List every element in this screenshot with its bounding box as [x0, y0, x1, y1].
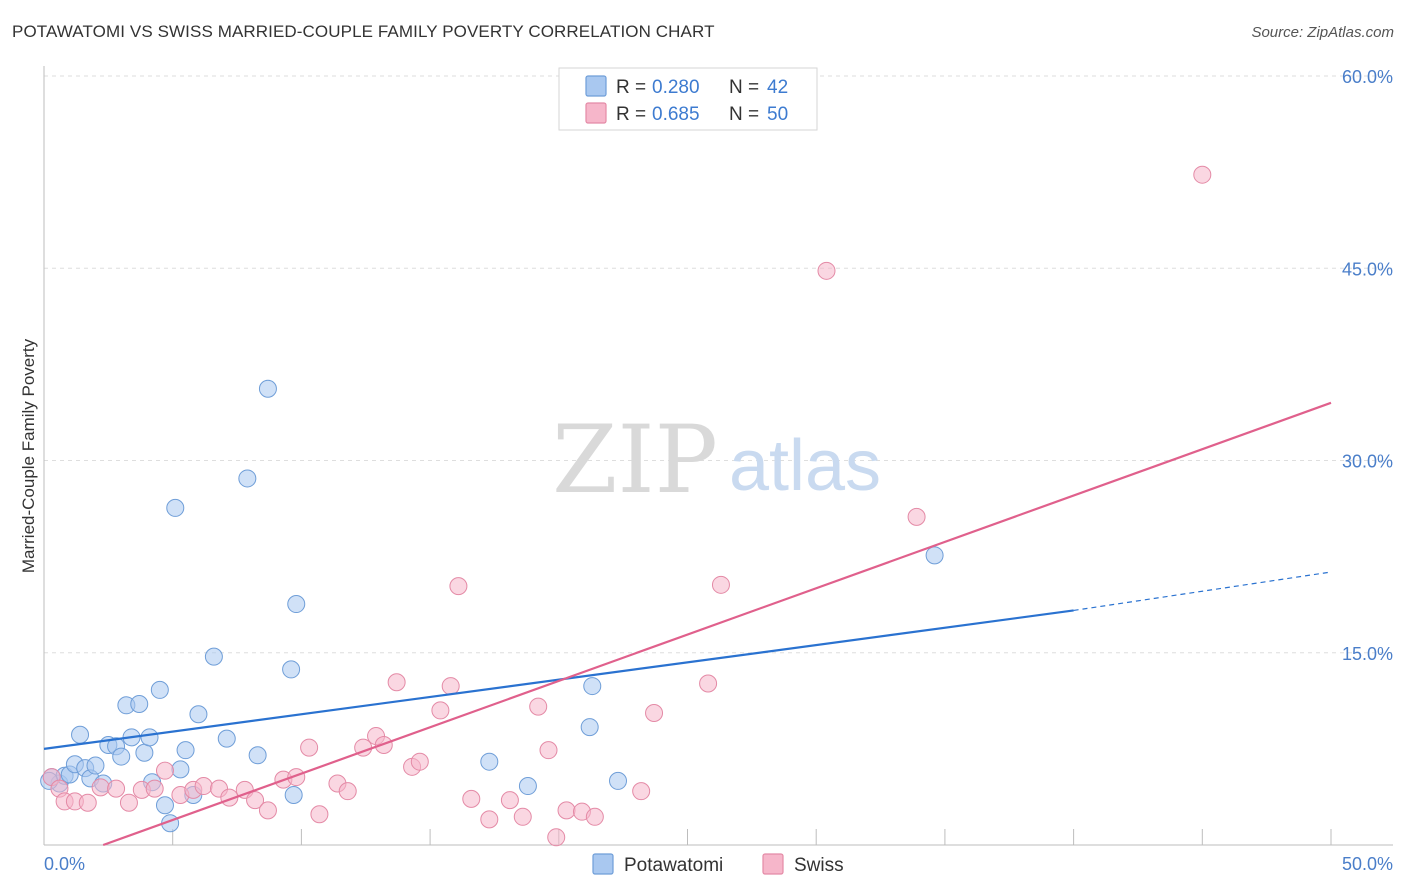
potawatomi-trend-line [43, 609, 1074, 750]
legend-potawatomi-label: Potawatomi [624, 855, 723, 876]
potawatomi-point [150, 680, 169, 699]
potawatomi-point [135, 743, 154, 762]
swiss-point [338, 782, 357, 801]
swiss-n-label: N = [729, 104, 759, 125]
legend-swiss-label: Swiss [794, 855, 844, 876]
potawatomi-trend-extension [1073, 571, 1332, 612]
chart-title: POTAWATOMI VS SWISS MARRIED-COUPLE FAMIL… [12, 22, 715, 41]
swiss-point [107, 779, 126, 798]
potawatomi-point [284, 786, 303, 805]
swiss-point [449, 577, 468, 596]
potawatomi-n-value: 42 [767, 77, 788, 98]
watermark-zip: ZIP [552, 406, 718, 515]
potawatomi-point [171, 760, 190, 779]
watermark-atlas: atlas [729, 426, 881, 506]
swiss-point [300, 738, 319, 757]
y-tick-label: 15.0% [1342, 644, 1393, 664]
swiss-point [480, 810, 499, 829]
y-tick-label: 30.0% [1342, 452, 1393, 472]
potawatomi-point [925, 546, 944, 565]
watermark: ZIP atlas [552, 406, 881, 515]
legend-swiss-swatch [762, 853, 784, 875]
potawatomi-point [217, 729, 236, 748]
trend-lines [43, 401, 1332, 847]
grid [44, 75, 1393, 654]
swiss-point [145, 779, 164, 798]
swiss-point [91, 778, 110, 797]
swiss-point [194, 777, 213, 796]
potawatomi-point [248, 746, 267, 765]
potawatomi-point [130, 695, 149, 714]
swiss-point [632, 782, 651, 801]
swiss-point [441, 677, 460, 696]
swiss-point [699, 674, 718, 693]
swiss-point [462, 789, 481, 808]
swiss-point [410, 752, 429, 771]
swiss-points [42, 165, 1212, 847]
potawatomi-point [176, 741, 195, 760]
swiss-point [711, 575, 730, 594]
swiss-trend-line [102, 401, 1332, 847]
swiss-point [78, 793, 97, 812]
swiss-point [119, 793, 138, 812]
swiss-point [246, 791, 265, 810]
swiss-point [557, 801, 576, 820]
y-tick-label: 60.0% [1342, 67, 1393, 87]
potawatomi-point [166, 498, 185, 517]
swiss-point [539, 741, 558, 760]
swiss-swatch [585, 102, 607, 124]
potawatomi-point [609, 771, 628, 790]
swiss-point [258, 801, 277, 820]
swiss-point [907, 507, 926, 526]
potawatomi-point [112, 747, 131, 766]
swiss-n-value: 50 [767, 104, 788, 125]
potawatomi-swatch [585, 75, 607, 97]
axes [43, 66, 1393, 846]
stats-legend: R = 0.280 N = 42 R = 0.685 N = 50 [558, 67, 818, 131]
series-legend: Potawatomi Swiss [592, 853, 844, 876]
swiss-point [645, 703, 664, 722]
x-tick-labels: 0.0% 50.0% [44, 854, 1393, 874]
x-tick-label: 50.0% [1342, 854, 1393, 874]
potawatomi-point [204, 647, 223, 666]
swiss-r-value: 0.685 [652, 104, 700, 125]
y-tick-label: 45.0% [1342, 259, 1393, 279]
swiss-point [513, 807, 532, 826]
potawatomi-point [238, 469, 257, 488]
potawatomi-n-label: N = [729, 77, 759, 98]
potawatomi-point [189, 705, 208, 724]
swiss-point [387, 673, 406, 692]
potawatomi-point [86, 756, 105, 775]
potawatomi-point [140, 728, 159, 747]
potawatomi-r-label: R = [616, 77, 646, 98]
swiss-point [585, 807, 604, 826]
swiss-point [529, 697, 548, 716]
source-credit: Source: ZipAtlas.com [1251, 24, 1394, 41]
potawatomi-point [71, 725, 90, 744]
potawatomi-point [287, 595, 306, 614]
potawatomi-point [480, 752, 499, 771]
potawatomi-point [580, 718, 599, 737]
swiss-point [431, 701, 450, 720]
y-axis-label: Married-Couple Family Poverty [19, 338, 38, 573]
x-tick-label: 0.0% [44, 854, 85, 874]
potawatomi-point [282, 660, 301, 679]
potawatomi-point [155, 796, 174, 815]
swiss-point [547, 828, 566, 847]
y-tick-labels: 15.0% 30.0% 45.0% 60.0% [1342, 67, 1393, 664]
swiss-point [310, 805, 329, 824]
swiss-r-label: R = [616, 104, 646, 125]
potawatomi-point [583, 677, 602, 696]
potawatomi-point [518, 777, 537, 796]
legend-potawatomi-swatch [592, 853, 614, 875]
swiss-point [1193, 165, 1212, 184]
potawatomi-r-value: 0.280 [652, 77, 700, 98]
swiss-point [500, 791, 519, 810]
potawatomi-point [258, 379, 277, 398]
swiss-point [817, 261, 836, 280]
swiss-point [155, 761, 174, 780]
